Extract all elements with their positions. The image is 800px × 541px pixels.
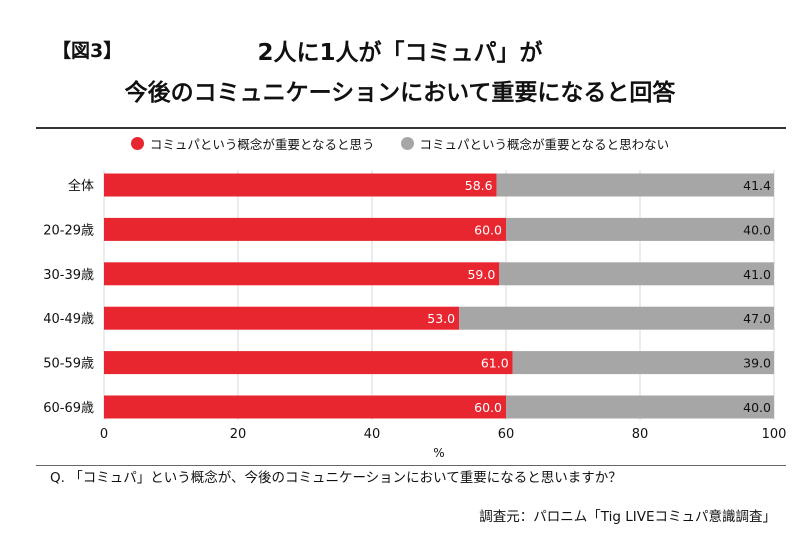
data-label-disagree: 41.0 [743,267,771,282]
category-label: 40-49歳 [43,312,94,327]
data-label-disagree: 40.0 [743,400,771,415]
bar-segment-agree [104,351,513,375]
bar-segment-agree [104,306,460,330]
chart-title-line1: 2人に1人が「コミュパ」が [257,40,543,66]
data-label-agree: 59.0 [467,267,495,282]
legend-item-disagree: コミュパという概念が重要となると思わない [400,134,670,153]
legend-swatch-agree [130,137,144,150]
data-label-disagree: 39.0 [743,356,771,371]
x-tick-label: 100 [762,427,787,442]
bar-segment-disagree [512,351,774,375]
bottom-divider [36,465,786,466]
x-tick-label: 0 [100,427,108,442]
legend: コミュパという概念が重要となると思う コミュパという概念が重要となると思わない [0,134,800,153]
chart-title-line2: 今後のコミュニケーションにおいて重要になると回答 [124,80,676,106]
legend-swatch-disagree [400,137,414,150]
bar-segment-disagree [506,395,774,419]
bar-segment-disagree [499,262,774,286]
x-tick-label: 40 [364,427,381,442]
bar-segment-agree [104,217,506,241]
data-label-agree: 60.0 [474,222,502,237]
bar-segment-agree [104,262,500,286]
category-label: 20-29歳 [43,223,94,238]
category-label: 30-39歳 [43,268,94,283]
top-divider [36,127,786,129]
legend-item-agree: コミュパという概念が重要となると思う [130,134,375,153]
legend-label-agree: コミュパという概念が重要となると思う [149,137,375,152]
category-label: 60-69歳 [43,401,94,416]
category-label: 全体 [68,178,94,194]
bar-segment-disagree [459,306,774,330]
x-tick-label: 80 [632,427,649,442]
data-label-disagree: 47.0 [743,311,771,326]
figure-label: 【図3】 [52,40,123,62]
bar-segment-disagree [506,217,774,241]
survey-question: Q. 「コミュパ」という概念が、今後のコミュニケーションにおいて重要になると思い… [50,470,622,486]
x-axis-label: % [433,446,444,460]
data-label-agree: 58.6 [465,178,493,193]
legend-label-disagree: コミュパという概念が重要となると思わない [419,137,670,152]
x-tick-label: 60 [498,427,515,442]
data-label-disagree: 41.4 [743,178,771,193]
data-label-disagree: 40.0 [743,222,771,237]
data-label-agree: 60.0 [474,400,502,415]
data-label-agree: 61.0 [481,356,509,371]
bar-segment-agree [104,395,506,419]
category-label: 50-59歳 [43,357,94,372]
bar-segment-disagree [496,173,774,197]
bar-segment-agree [104,173,497,197]
source-note: 調査元：パロニム「Tig LIVEコミュパ意識調査」 [479,509,776,525]
x-tick-label: 20 [230,427,247,442]
data-label-agree: 53.0 [427,311,455,326]
